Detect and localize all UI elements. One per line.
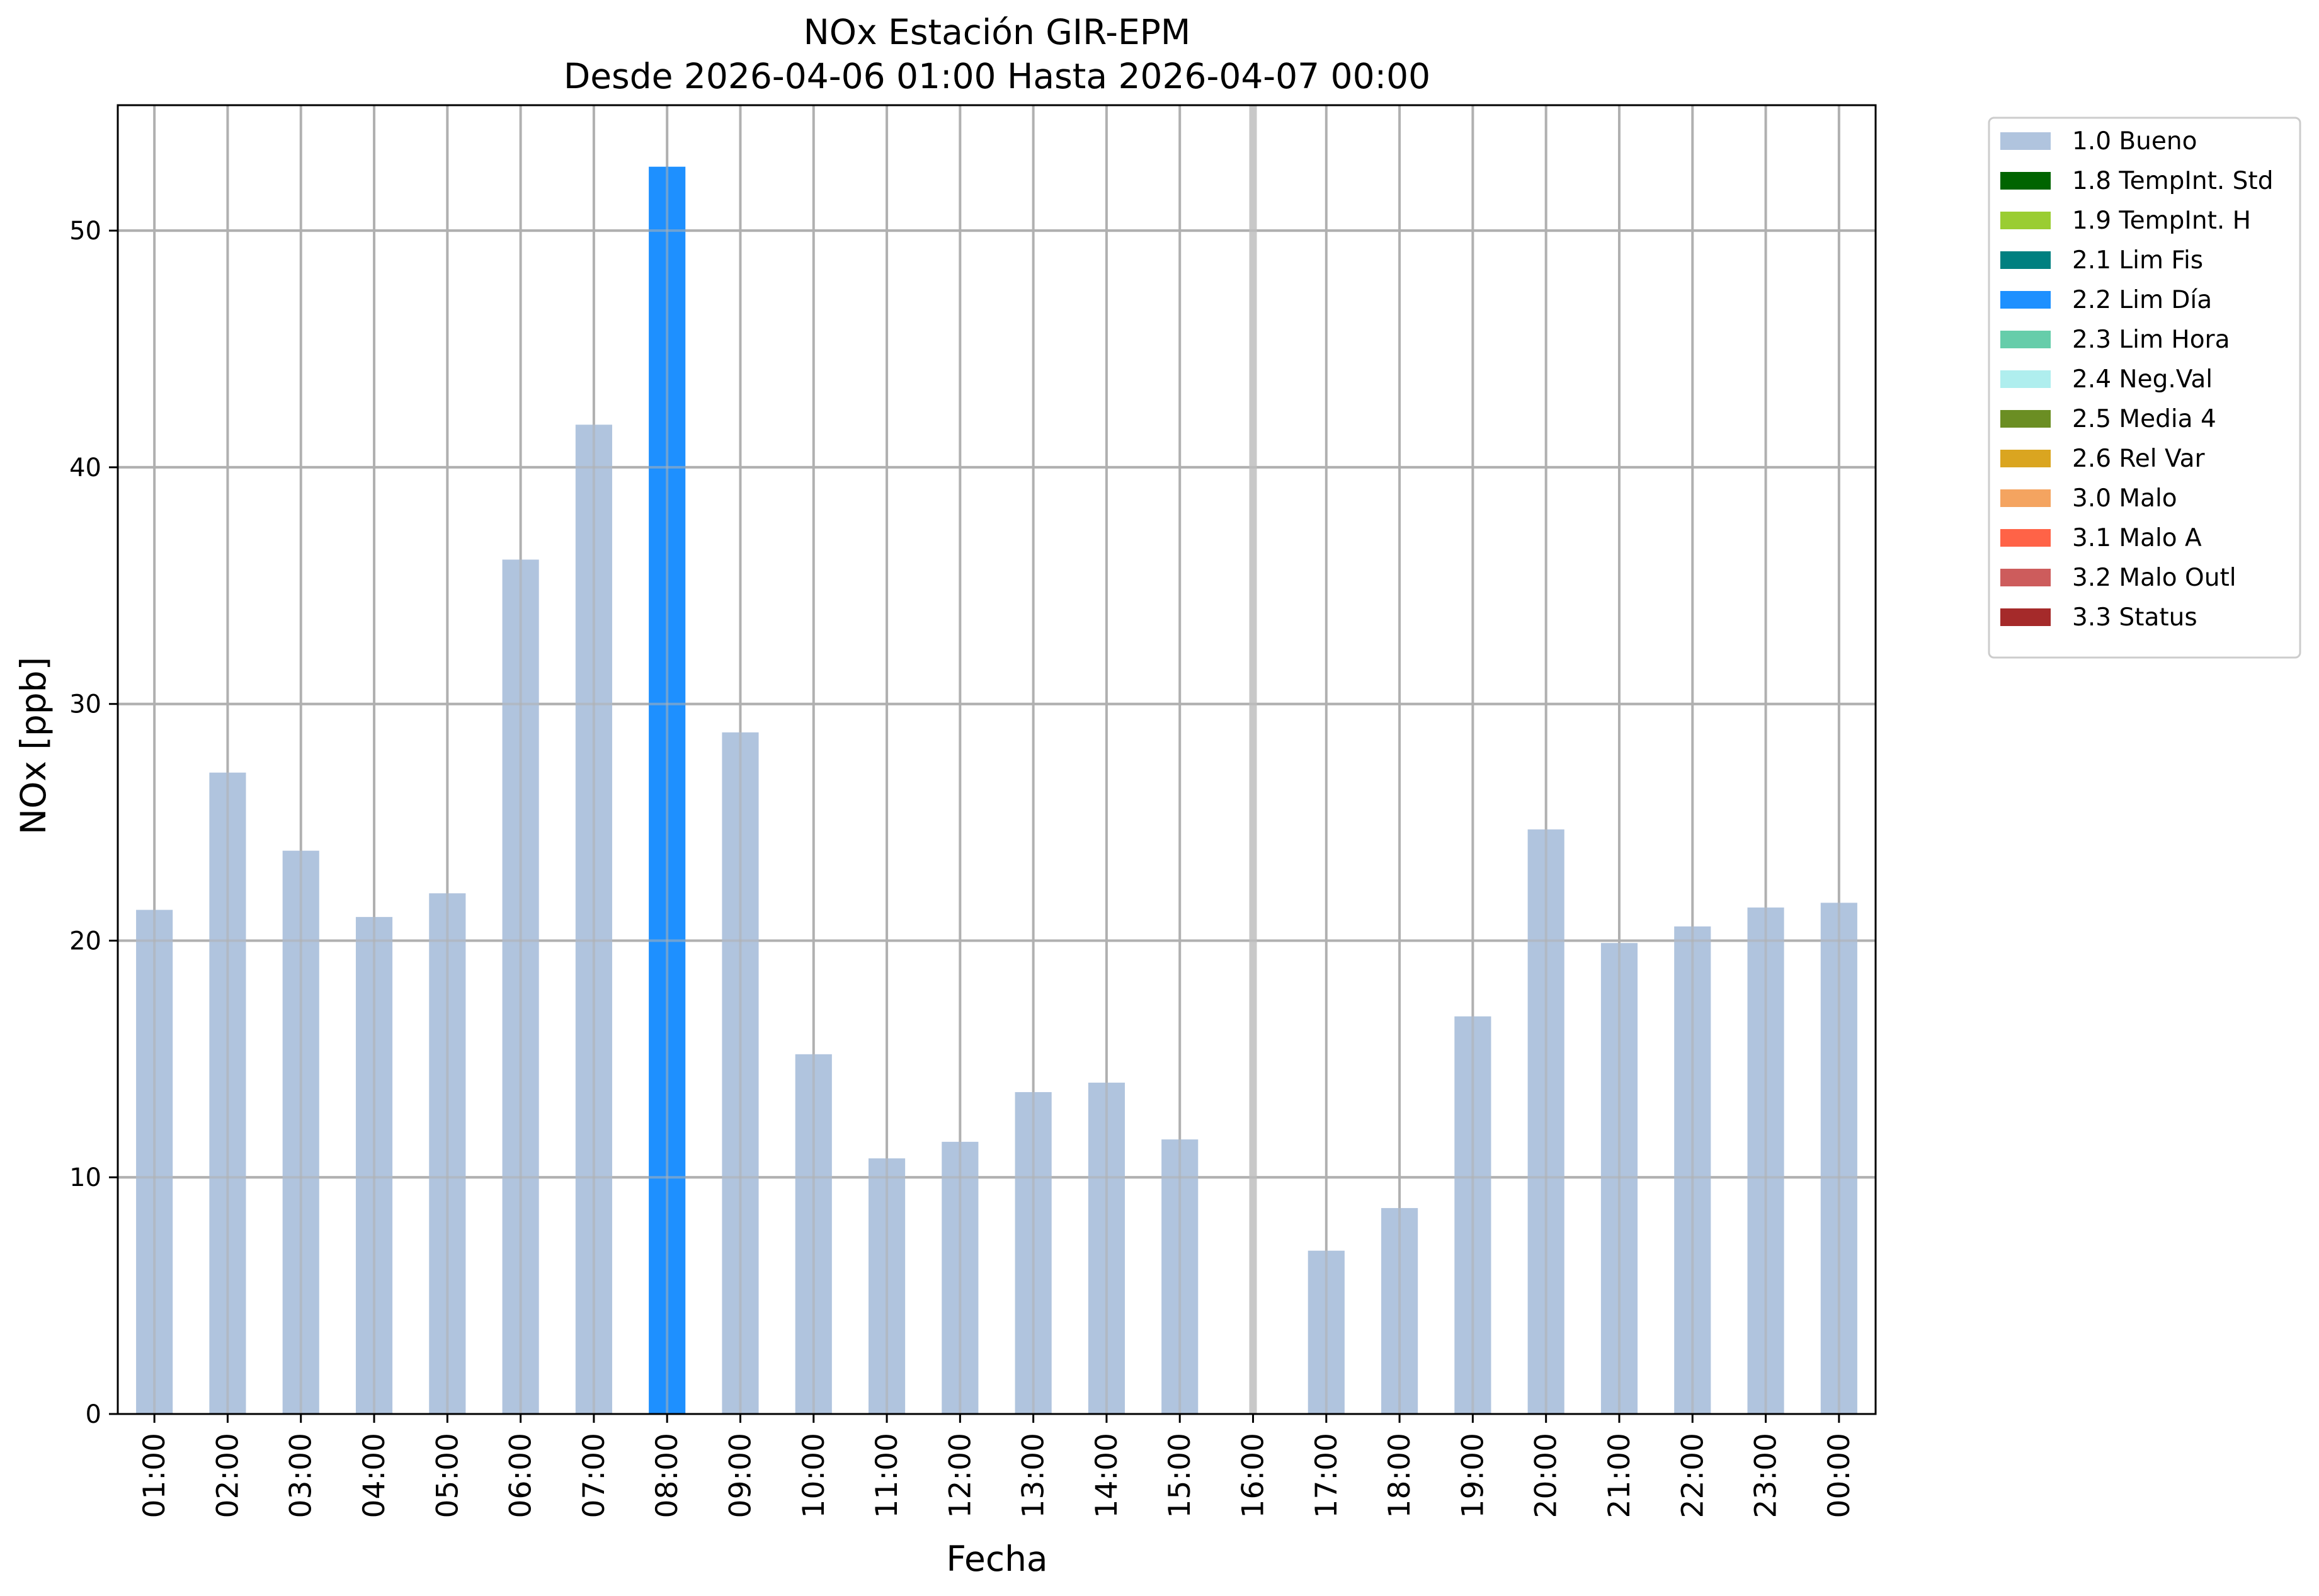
x-tick-label-1100: 11:00 — [870, 1433, 904, 1518]
legend-label-8: 2.6 Rel Var — [2072, 445, 2206, 473]
legend-label-2: 1.9 TempInt. H — [2072, 207, 2251, 235]
x-tick-label-2000: 20:00 — [1529, 1433, 1564, 1518]
x-tick-label-0400: 04:00 — [357, 1433, 392, 1518]
x-tick-label-0800: 08:00 — [650, 1433, 685, 1518]
legend-swatch-3 — [2000, 251, 2051, 269]
x-tick-label-1400: 14:00 — [1090, 1433, 1124, 1518]
x-tick-label-2300: 23:00 — [1749, 1433, 1784, 1518]
x-tick-label-0700: 07:00 — [577, 1433, 612, 1518]
x-tick-label-1500: 15:00 — [1163, 1433, 1197, 1518]
chart-title: NOx Estación GIR-EPM — [804, 12, 1191, 52]
x-tick-label-1000: 10:00 — [797, 1433, 831, 1518]
y-axis-label: NOx [ppb] — [13, 657, 54, 835]
legend-label-9: 3.0 Malo — [2072, 484, 2177, 513]
legend-swatch-9 — [2000, 489, 2051, 507]
x-tick-label-0500: 05:00 — [430, 1433, 465, 1518]
x-tick-label-1900: 19:00 — [1456, 1433, 1490, 1518]
legend-label-0: 1.0 Bueno — [2072, 127, 2197, 156]
missing-data-marker — [1249, 105, 1257, 1414]
y-tick-label-10: 10 — [69, 1163, 101, 1192]
legend-swatch-8 — [2000, 450, 2051, 467]
x-tick-label-0200: 02:00 — [210, 1433, 245, 1518]
x-tick-label-2100: 21:00 — [1602, 1433, 1637, 1518]
legend-label-12: 3.3 Status — [2072, 603, 2197, 632]
x-tick-label-0300: 03:00 — [284, 1433, 319, 1518]
legend-label-7: 2.5 Media 4 — [2072, 405, 2216, 433]
x-tick-label-1600: 16:00 — [1236, 1433, 1271, 1518]
x-tick-label-1800: 18:00 — [1382, 1433, 1417, 1518]
legend-swatch-11 — [2000, 569, 2051, 586]
legend-label-11: 3.2 Malo Outl — [2072, 564, 2236, 592]
x-tick-label-0000: 00:00 — [1822, 1433, 1857, 1518]
x-tick-label-0100: 01:00 — [137, 1433, 172, 1518]
y-tick-label-30: 30 — [69, 690, 101, 719]
x-tick-label-1200: 12:00 — [943, 1433, 977, 1518]
axes: 0 10 20 30 40 50 01:00 02:00 03:00 04:00 05:00 06:0… — [69, 104, 1877, 1518]
x-tick-label-1700: 17:00 — [1309, 1433, 1344, 1518]
x-tick-label-0900: 09:00 — [723, 1433, 758, 1518]
legend-label-4: 2.2 Lim Día — [2072, 286, 2212, 314]
legend-swatch-4 — [2000, 291, 2051, 309]
legend-label-3: 2.1 Lim Fis — [2072, 246, 2203, 275]
legend: 1.0 Bueno 1.8 TempInt. Std 1.9 TempInt. H 2… — [1988, 117, 2301, 659]
x-tick-label-1300: 13:00 — [1017, 1433, 1051, 1518]
bars — [118, 166, 1876, 1414]
y-tick-label-50: 50 — [69, 217, 101, 246]
legend-swatch-7 — [2000, 410, 2051, 428]
legend-swatch-0 — [2000, 132, 2051, 150]
legend-label-5: 2.3 Lim Hora — [2072, 326, 2230, 354]
y-tick-label-20: 20 — [69, 926, 101, 955]
x-tick-label-0600: 06:00 — [504, 1433, 538, 1518]
legend-swatch-12 — [2000, 608, 2051, 626]
legend-swatch-1 — [2000, 172, 2051, 190]
legend-swatch-2 — [2000, 212, 2051, 229]
legend-label-6: 2.4 Neg.Val — [2072, 365, 2213, 394]
y-tick-label-40: 40 — [69, 453, 101, 482]
legend-box — [1988, 117, 2301, 659]
x-axis-label: Fecha — [946, 1539, 1047, 1579]
legend-swatch-5 — [2000, 331, 2051, 348]
plot-frame — [117, 104, 1877, 1415]
legend-swatch-6 — [2000, 370, 2051, 388]
chart-subtitle: Desde 2026-04-06 01:00 Hasta 2026-04-07 … — [564, 56, 1430, 96]
legend-label-1: 1.8 TempInt. Std — [2072, 167, 2273, 195]
x-tick-label-2200: 22:00 — [1675, 1433, 1710, 1518]
legend-swatch-10 — [2000, 529, 2051, 547]
y-tick-label-0: 0 — [86, 1400, 101, 1429]
legend-label-10: 3.1 Malo A — [2072, 524, 2202, 552]
